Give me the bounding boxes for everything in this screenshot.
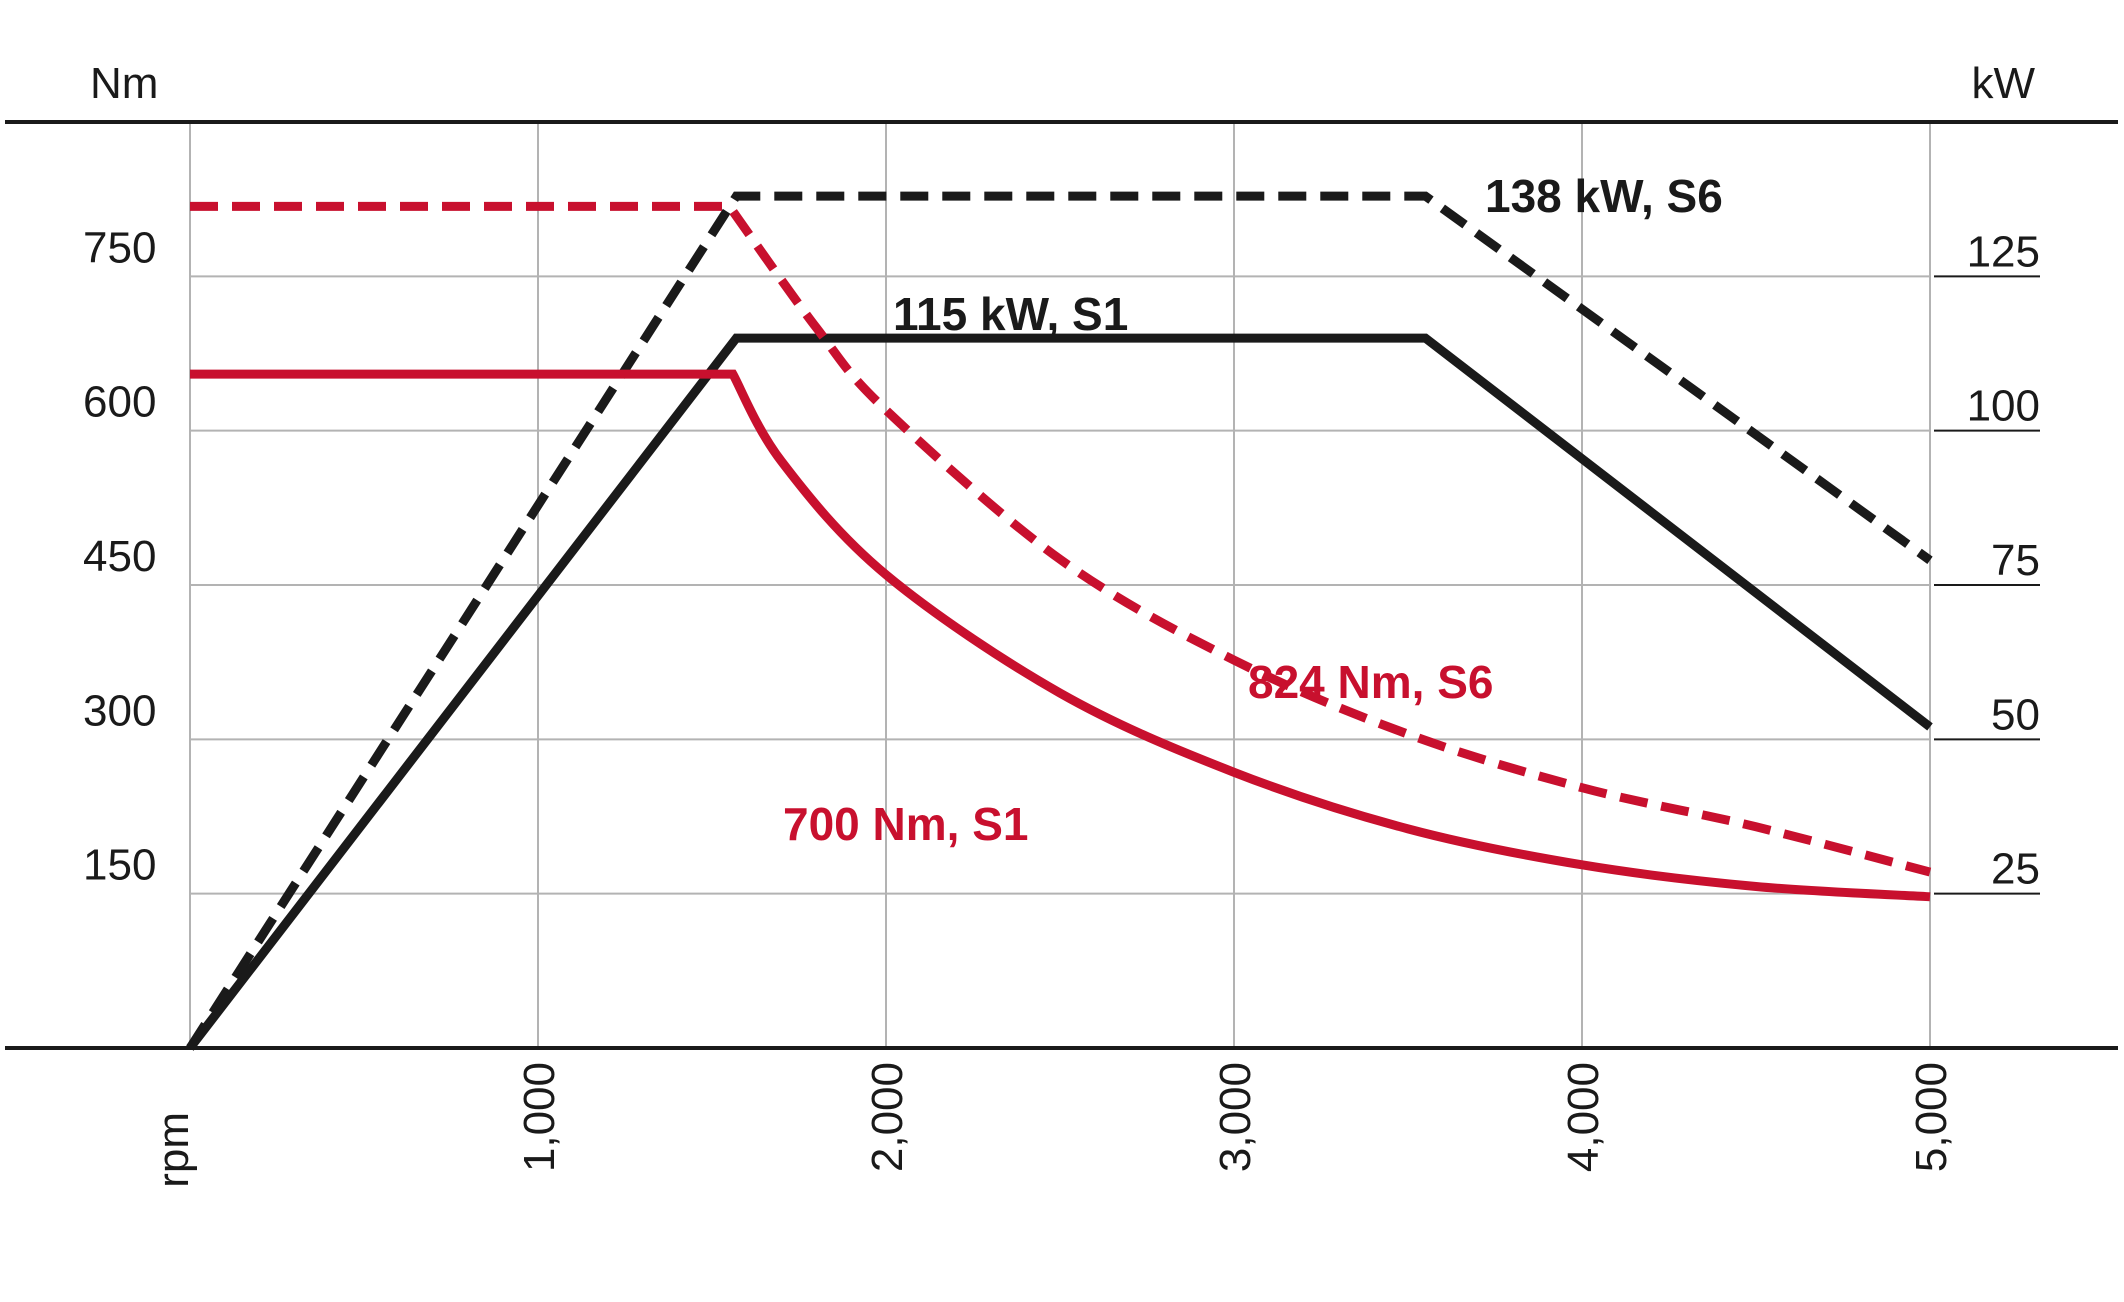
y-left-tick-label: 750 (83, 223, 156, 272)
y-left-tick-label: 600 (83, 378, 156, 427)
series-label-torque-s6: 824 Nm, S6 (1248, 656, 1493, 708)
x-tick-label: 2,000 (863, 1062, 912, 1172)
left-axis-unit: Nm (90, 59, 158, 108)
y-right-tick-label: 50 (1991, 690, 2040, 739)
y-right-tick-label: 75 (1991, 536, 2040, 585)
series-line-power-s6 (186, 191, 1933, 1051)
x-axis-unit-label: rpm (149, 1112, 198, 1188)
series-line-power-s1 (186, 333, 1933, 1051)
x-tick-label: 5,000 (1907, 1062, 1956, 1172)
x-tick-label: 3,000 (1211, 1062, 1260, 1172)
axes (5, 120, 2118, 1050)
y-right-tick-label: 125 (1967, 227, 2040, 276)
grid-lines (189, 122, 1931, 1048)
series-line-torque-s6 (190, 201, 1932, 877)
series-label-torque-s1: 700 Nm, S1 (783, 798, 1028, 850)
x-tick-label: 1,000 (515, 1062, 564, 1172)
y-left-tick-label: 450 (83, 532, 156, 581)
series-line-torque-s1 (190, 369, 1931, 902)
series-lines (186, 191, 1933, 1051)
series-label-power-s1: 115 kW, S1 (893, 288, 1128, 340)
y-right-tick-label: 25 (1991, 845, 2040, 894)
y-right-tick-label: 100 (1967, 382, 2040, 431)
y-left-tick-label: 300 (83, 686, 156, 735)
right-axis-unit: kW (1971, 59, 2035, 108)
labels: Nm kW rpm 138 kW, S6 115 kW, S1 824 Nm, … (83, 59, 2040, 1188)
y-left-tick-label: 150 (83, 841, 156, 890)
x-tick-label: 4,000 (1559, 1062, 1608, 1172)
series-label-power-s6: 138 kW, S6 (1485, 170, 1723, 222)
